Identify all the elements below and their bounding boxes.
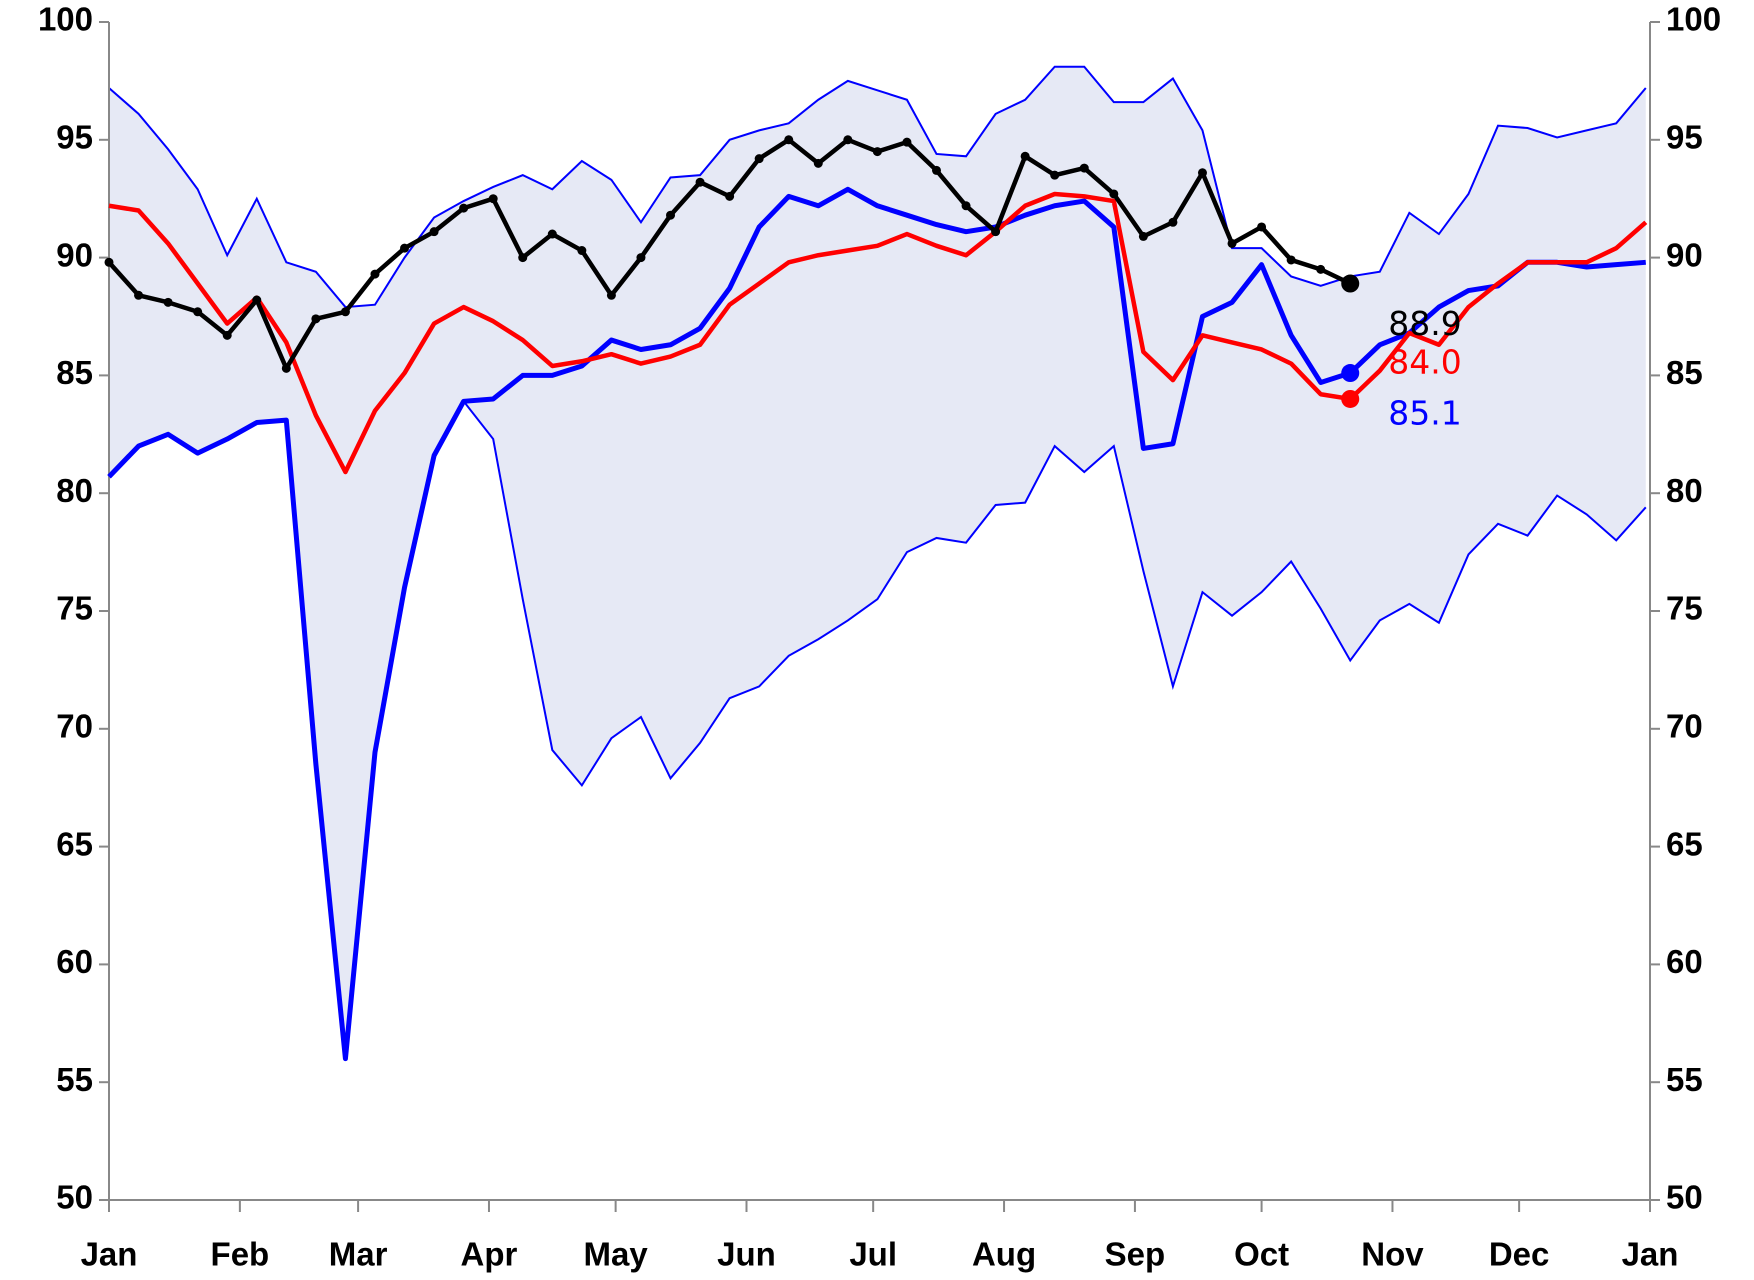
point-marker: [370, 269, 380, 279]
y-tick-label: 50: [56, 1179, 93, 1216]
point-marker: [931, 165, 941, 175]
series-line: [107, 186, 1646, 1062]
y-tick-label: 75: [56, 590, 93, 627]
y2-tick-label: 80: [1666, 472, 1703, 509]
x-tick-label: May: [584, 1236, 649, 1273]
point-marker: [252, 295, 262, 305]
point-marker: [193, 307, 203, 317]
point-marker: [813, 158, 823, 168]
point-marker: [1286, 255, 1296, 265]
value-label: 88.9: [1388, 304, 1461, 343]
labels-layer: 85.1 84.088.9: [1388, 304, 1461, 433]
x-tick-label: Apr: [461, 1236, 518, 1273]
y2-tick-label: 65: [1666, 825, 1703, 862]
y-tick-label: 90: [56, 236, 93, 273]
point-marker: [1050, 170, 1060, 180]
band-fill: [109, 66, 1646, 1059]
point-marker: [1227, 238, 1237, 248]
x-tick-label: Jan: [81, 1236, 138, 1273]
point-marker: [281, 363, 291, 373]
y-tick-label: 55: [56, 1061, 93, 1098]
point-marker: [961, 201, 971, 211]
y2-tick-label: 55: [1666, 1061, 1703, 1098]
y-tick-label: 95: [56, 119, 93, 156]
y-tick-label: 85: [56, 354, 93, 391]
lines-layer: [104, 135, 1648, 1062]
x-tick-label: Nov: [1361, 1236, 1424, 1273]
series-line: [108, 191, 1648, 475]
x-tick-label: Jan: [1622, 1236, 1679, 1273]
point-marker: [902, 137, 912, 147]
point-marker: [518, 253, 528, 263]
x-tick-label: Aug: [972, 1236, 1036, 1273]
y2-tick-label: 60: [1666, 943, 1703, 980]
point-marker: [695, 177, 705, 187]
value-label: 85.1: [1388, 394, 1461, 433]
y-tick-label: 100: [38, 1, 93, 38]
point-marker: [459, 203, 469, 213]
point-marker: [547, 229, 557, 239]
x-tick-label: Sep: [1105, 1236, 1166, 1273]
axes-layer: 50 55 60 65 70 75 80 85 90 95 100 50 55 60 65 70 75 80 85 9…: [38, 1, 1721, 1273]
y-tick-label: 80: [56, 472, 93, 509]
point-marker: [311, 314, 321, 324]
point-marker: [636, 253, 646, 263]
end-marker: [1341, 274, 1360, 293]
band-edge: [108, 65, 1647, 309]
point-marker: [104, 257, 114, 267]
point-marker: [488, 194, 498, 204]
x-tick-label: Mar: [329, 1236, 388, 1273]
y-tick-label: 60: [56, 943, 93, 980]
point-marker: [429, 227, 439, 237]
x-tick-label: Oct: [1234, 1236, 1289, 1273]
y2-tick-label: 85: [1666, 354, 1703, 391]
y2-tick-label: 75: [1666, 590, 1703, 627]
point-marker: [606, 290, 616, 300]
point-marker: [754, 154, 764, 164]
point-marker: [134, 290, 144, 300]
point-marker: [222, 330, 232, 340]
band-layer: [108, 65, 1647, 1059]
x-tick-label: Dec: [1489, 1236, 1550, 1273]
x-tick-label: Feb: [211, 1236, 270, 1273]
point-marker: [784, 135, 794, 145]
point-marker: [1020, 151, 1030, 161]
y2-tick-label: 50: [1666, 1179, 1703, 1216]
x-tick-label: Jun: [717, 1236, 776, 1273]
point-marker: [400, 243, 410, 253]
point-marker: [1079, 163, 1089, 173]
point-marker: [991, 227, 1001, 237]
y2-tick-label: 70: [1666, 708, 1703, 745]
end-marker: [1341, 364, 1360, 383]
point-marker: [577, 246, 587, 256]
y-tick-label: 65: [56, 825, 93, 862]
point-marker: [340, 307, 350, 317]
point-marker: [163, 297, 173, 307]
y-tick-label: 70: [56, 708, 93, 745]
point-marker: [843, 135, 853, 145]
point-marker: [1168, 217, 1178, 227]
point-marker: [872, 147, 882, 157]
point-marker: [1197, 168, 1207, 178]
value-label: 84.0: [1388, 342, 1461, 381]
point-marker: [1316, 264, 1326, 274]
y2-tick-label: 90: [1666, 236, 1703, 273]
y2-tick-label: 100: [1666, 1, 1721, 38]
point-marker: [1109, 189, 1119, 199]
point-marker: [725, 191, 735, 201]
end-marker: [1341, 389, 1360, 408]
point-marker: [1138, 231, 1148, 241]
x-tick-label: Jul: [849, 1236, 897, 1273]
point-marker: [1257, 222, 1267, 232]
point-marker: [666, 210, 676, 220]
y2-tick-label: 95: [1666, 119, 1703, 156]
